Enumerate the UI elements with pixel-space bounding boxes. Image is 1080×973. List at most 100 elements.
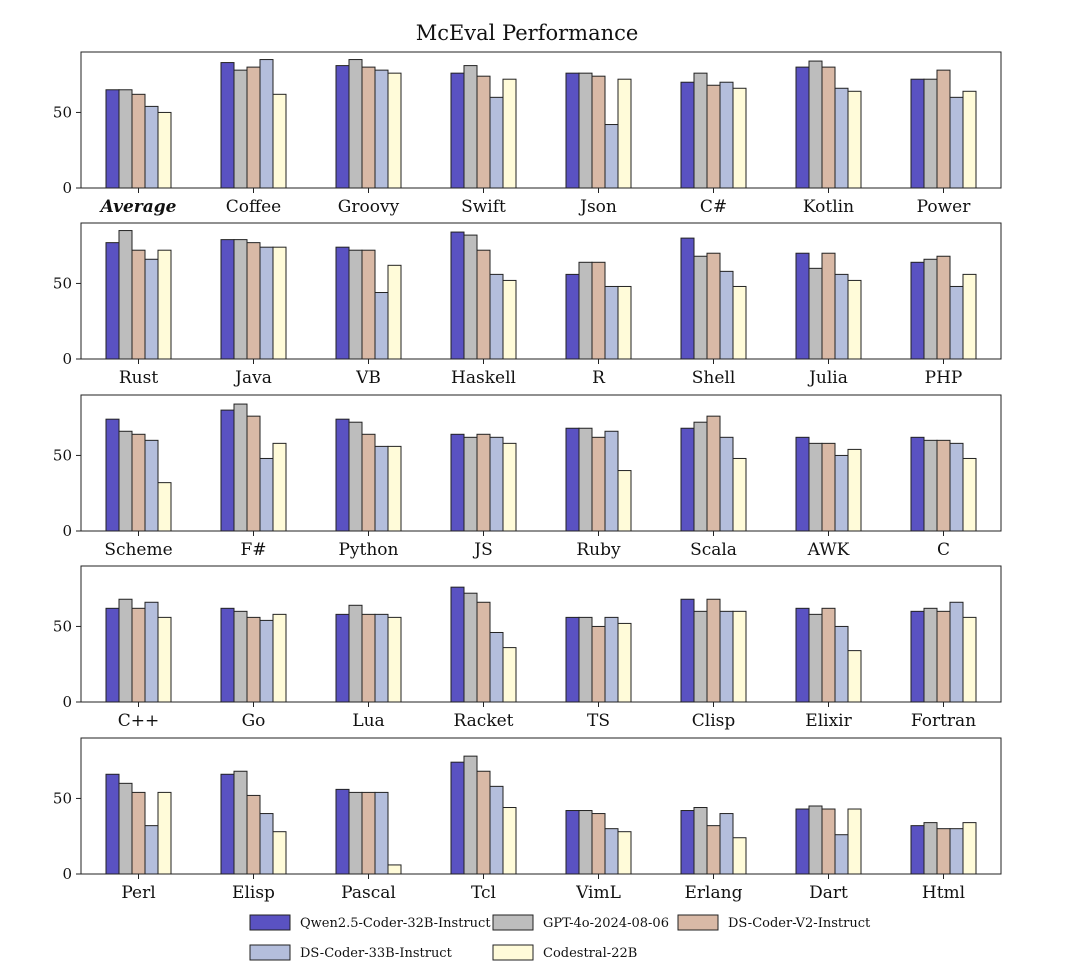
bar-average-s2 (118, 89, 133, 189)
bar-f--s4 (259, 457, 274, 532)
bar-tcl-s3 (476, 770, 491, 875)
category-label: C++ (118, 711, 160, 731)
bar-c--s5 (732, 87, 747, 189)
category-label: VimL (575, 883, 621, 903)
chart-legend: Qwen2.5-Coder-32B-Instruct GPT-4o-2024-08… (249, 914, 871, 961)
bar-dart-s4 (834, 834, 849, 875)
category-label: Perl (121, 883, 155, 903)
bar-html-s2 (923, 822, 938, 875)
bar-scala-s5 (732, 457, 747, 532)
bar-elisp-s4 (259, 813, 274, 875)
bar-tcl-s5 (502, 807, 517, 875)
bar-scheme-s2 (118, 430, 133, 532)
bar-python-s1 (335, 418, 350, 532)
bar-vb-s3 (361, 249, 376, 360)
bar-scheme-s3 (131, 433, 146, 532)
bar-c-s2 (923, 439, 938, 532)
bar-erlang-s5 (732, 837, 747, 875)
bar-rust-s2 (118, 230, 133, 360)
bar-ts-s3 (591, 625, 606, 703)
y-tick-label: 0 (62, 693, 72, 711)
bar-clisp-s4 (719, 610, 734, 703)
bar-julia-s3 (821, 252, 836, 360)
bar-php-s4 (949, 285, 964, 360)
category-label: Fortran (911, 711, 976, 731)
bar-erlang-s2 (693, 807, 708, 875)
bar-racket-s1 (450, 586, 465, 703)
bar-r-s4 (604, 285, 619, 360)
bar-js-s2 (463, 436, 478, 532)
bar-haskell-s1 (450, 231, 465, 360)
bar-lua-s4 (374, 613, 389, 703)
bar-pascal-s3 (361, 791, 376, 875)
category-label: F# (240, 540, 266, 560)
bar-coffee-s1 (220, 62, 235, 189)
bar-r-s2 (578, 261, 593, 360)
bar-dart-s1 (795, 808, 810, 875)
bar-clisp-s2 (693, 610, 708, 703)
bar-html-s3 (936, 828, 951, 875)
y-tick-label: 0 (62, 522, 72, 540)
category-label: Elisp (232, 883, 275, 903)
bar-java-s3 (246, 242, 261, 360)
category-label: C# (700, 197, 727, 217)
bar-kotlin-s2 (808, 60, 823, 189)
bar-pascal-s4 (374, 791, 389, 875)
bar-js-s1 (450, 433, 465, 532)
panel-4: 0 50 C++ Go Lua Racket TS Clisp Elixir Fortran (53, 565, 1002, 731)
bar-c--s2 (118, 598, 133, 703)
bar-viml-s4 (604, 828, 619, 875)
bar-scheme-s1 (105, 418, 120, 532)
bar-elisp-s3 (246, 794, 261, 875)
y-tick-label: 0 (62, 350, 72, 368)
legend-label: DS-Coder-33B-Instruct (300, 946, 453, 961)
bar-ruby-s5 (617, 470, 632, 532)
y-tick-label: 50 (53, 446, 72, 464)
bar-rust-s3 (131, 249, 146, 360)
legend-label: DS-Coder-V2-Instruct (728, 916, 871, 931)
bar-java-s1 (220, 239, 235, 360)
bar-awk-s4 (834, 454, 849, 532)
bar-tcl-s1 (450, 761, 465, 875)
category-label: Scheme (104, 540, 172, 560)
bar-elixir-s4 (834, 625, 849, 703)
bar-viml-s2 (578, 810, 593, 875)
bar-ts-s2 (578, 616, 593, 703)
bar-scala-s2 (693, 421, 708, 532)
bar-vb-s2 (348, 249, 363, 360)
category-label: Dart (809, 883, 848, 903)
bar-vb-s5 (387, 264, 402, 360)
bar-go-s2 (233, 610, 248, 703)
category-label: PHP (925, 368, 963, 388)
panel-frame (80, 565, 1002, 703)
bar-ts-s1 (565, 616, 580, 703)
bar-html-s5 (962, 822, 977, 875)
bar-php-s1 (910, 261, 925, 360)
category-label: Scala (690, 540, 737, 560)
bar-elixir-s5 (847, 650, 862, 703)
bar-rust-s5 (157, 249, 172, 360)
bar-scala-s1 (680, 427, 695, 532)
bar-power-s2 (923, 78, 938, 189)
category-label: Elixir (805, 711, 852, 731)
bar-fortran-s5 (962, 616, 977, 703)
bar-pascal-s2 (348, 791, 363, 875)
category-label: Python (338, 540, 398, 560)
bar-c-s5 (962, 457, 977, 532)
bar-shell-s4 (719, 270, 734, 360)
bar-fortran-s4 (949, 601, 964, 703)
legend-item: DS-Coder-33B-Instruct (249, 944, 453, 961)
bar-viml-s5 (617, 831, 632, 875)
bar-ruby-s2 (578, 427, 593, 532)
bar-awk-s2 (808, 442, 823, 532)
bar-html-s4 (949, 828, 964, 875)
bar-c--s1 (680, 81, 695, 189)
bar-c-s3 (936, 439, 951, 532)
bar-erlang-s1 (680, 810, 695, 875)
y-tick-label: 50 (53, 789, 72, 807)
category-label: VB (355, 368, 381, 388)
bar-haskell-s2 (463, 234, 478, 360)
bar-racket-s5 (502, 647, 517, 703)
bar-go-s4 (259, 619, 274, 703)
bar-awk-s5 (847, 448, 862, 532)
